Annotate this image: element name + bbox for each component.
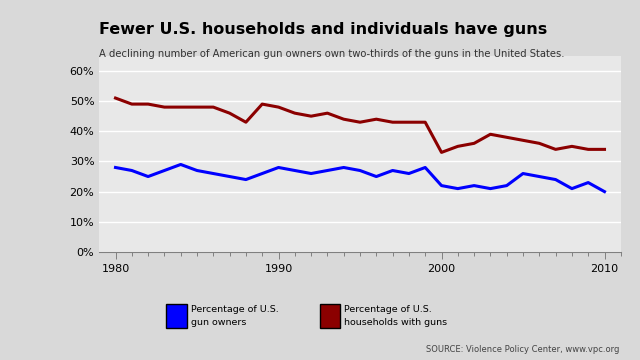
Text: Fewer U.S. households and individuals have guns: Fewer U.S. households and individuals ha… (99, 22, 547, 37)
Text: households with guns: households with guns (344, 318, 447, 327)
Text: A declining number of American gun owners own two-thirds of the guns in the Unit: A declining number of American gun owner… (99, 49, 564, 59)
Text: Percentage of U.S.: Percentage of U.S. (344, 305, 432, 314)
Text: SOURCE: Violence Policy Center, www.vpc.org: SOURCE: Violence Policy Center, www.vpc.… (426, 345, 620, 354)
Text: Percentage of U.S.: Percentage of U.S. (191, 305, 278, 314)
Text: gun owners: gun owners (191, 318, 246, 327)
